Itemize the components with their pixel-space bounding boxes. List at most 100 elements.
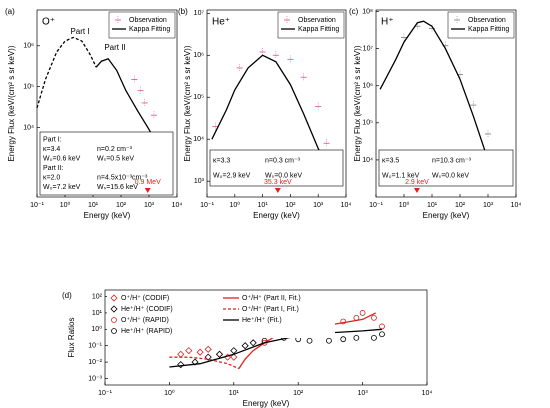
x-tick-label: 10⁻¹ xyxy=(369,202,383,209)
point-diamond xyxy=(110,305,118,313)
y-tick-label: 10⁰ xyxy=(91,325,102,333)
y-tick-label: 10⁵ xyxy=(23,84,34,91)
marker-triangle xyxy=(274,188,281,193)
point-circle xyxy=(340,336,347,343)
point-diamond xyxy=(196,348,204,356)
y-tick-label: 10⁶ xyxy=(362,83,373,90)
y-tick-label: 10⁻¹ xyxy=(88,343,102,350)
data-point xyxy=(470,101,477,110)
y-axis-label: Energy Flux (keV/(cm² s sr keV)) xyxy=(7,45,16,161)
legend-label: Kappa Fitting xyxy=(129,26,170,33)
y-axis-label: Energy Flux (keV/(cm² s sr keV)) xyxy=(353,45,362,161)
data-point xyxy=(230,347,238,355)
legend-label: Observation xyxy=(129,17,167,24)
x-tick-label: 10⁰ xyxy=(230,201,241,209)
data-point xyxy=(185,347,193,355)
legend-label: Observation xyxy=(298,17,336,24)
data-point xyxy=(306,337,313,344)
param-text: κ=3.3 xyxy=(213,157,230,164)
data-point xyxy=(191,358,199,366)
data-point xyxy=(131,75,138,84)
x-tick-label: 10² xyxy=(116,202,127,209)
point-diamond xyxy=(177,361,185,369)
x-tick-label: 10⁻¹ xyxy=(30,202,44,209)
data-point xyxy=(379,323,385,330)
energy-marker xyxy=(144,188,151,193)
data-point xyxy=(315,102,322,111)
param-box xyxy=(378,149,514,187)
marker-label: 35.3 keV xyxy=(264,179,292,186)
data-point xyxy=(359,310,366,316)
point-circle xyxy=(111,317,117,323)
data-point xyxy=(110,305,118,313)
y-tick-label: 10⁶ xyxy=(23,43,34,50)
x-tick-label: 10² xyxy=(293,390,304,397)
x-tick-label: 10⁴ xyxy=(341,202,352,209)
point-diamond xyxy=(241,342,249,350)
x-tick-label: 10⁻¹ xyxy=(98,390,112,397)
data-point xyxy=(401,33,407,42)
data-point xyxy=(236,63,243,72)
data-point xyxy=(241,342,249,350)
legend-label: O⁺/H⁺ (RAPID) xyxy=(121,317,169,324)
y-tick-label: 10² xyxy=(92,293,103,300)
data-point xyxy=(196,348,204,356)
energy-marker xyxy=(274,188,281,193)
x-tick-label: 10³ xyxy=(483,202,494,209)
param-text: W₀=2.9 keV xyxy=(213,172,251,179)
data-point xyxy=(340,318,347,325)
series-line xyxy=(211,54,333,175)
energy-marker xyxy=(413,188,420,193)
data-point xyxy=(340,336,347,343)
point-diamond xyxy=(230,353,238,361)
point-circle xyxy=(326,337,332,344)
point-circle xyxy=(371,334,377,341)
param-text: Part II: xyxy=(43,165,64,172)
x-tick-label: 10³ xyxy=(358,390,369,397)
point-circle xyxy=(359,310,366,316)
x-tick-label: 10³ xyxy=(144,202,155,209)
legend-label: Kappa Fitting xyxy=(468,26,509,33)
data-point xyxy=(323,139,330,148)
series-line xyxy=(95,58,156,141)
x-axis-label: Energy (keV) xyxy=(423,211,470,220)
param-text: W₀=1.1 keV xyxy=(382,172,420,179)
y-tick-label: 10¹ xyxy=(92,310,103,317)
point-diamond xyxy=(177,350,185,358)
legend-box xyxy=(447,11,515,39)
species-label: H⁺ xyxy=(381,17,394,28)
panel-label: (a) xyxy=(5,7,15,16)
point-circle xyxy=(353,334,360,341)
param-text: Wₛ=15.6 keV xyxy=(97,184,138,191)
panel-label: (b) xyxy=(178,7,188,16)
y-tick-label: 10⁶ xyxy=(193,52,204,59)
data-point xyxy=(212,122,219,131)
point-diamond xyxy=(110,294,118,302)
data-point xyxy=(137,86,144,95)
x-tick-label: 10⁴ xyxy=(422,390,433,397)
y-tick-label: 10⁴ xyxy=(193,136,204,143)
series-line xyxy=(169,356,240,370)
axes-box xyxy=(206,9,347,198)
point-circle xyxy=(111,328,117,334)
data-point xyxy=(204,345,212,353)
point-circle xyxy=(379,331,385,338)
point-diamond xyxy=(191,358,199,366)
data-point xyxy=(326,337,332,344)
legend-label: Observation xyxy=(468,17,506,24)
data-point xyxy=(215,350,224,358)
marker-label: 0.9 MeV xyxy=(135,179,161,186)
param-text: Wₛ=0.0 keV xyxy=(432,172,469,179)
param-text: n=0.3 cm⁻³ xyxy=(265,157,301,164)
panel: 10⁻¹ 10⁰ 10¹ 10² 10³ 10⁴ 10³ 10⁴ 10⁵ 10⁶ 10⁷ Energy… xyxy=(178,7,351,220)
param-text: W₀=7.2 keV xyxy=(43,184,81,191)
x-tick-label: 10⁻¹ xyxy=(200,202,214,209)
legend-box xyxy=(108,11,176,39)
data-point xyxy=(215,350,224,358)
panel: 10⁻¹ 10⁰ 10¹ 10² 10³ 10⁴ 10⁻³ 10⁻² 10⁻¹ 10⁰ 10¹ 10²… xyxy=(62,289,433,408)
y-tick-label: 10³ xyxy=(194,178,205,185)
data-point xyxy=(177,361,185,369)
data-point xyxy=(284,16,290,24)
legend-label: O⁺/H⁺ (Part I, Fit.) xyxy=(242,306,299,313)
